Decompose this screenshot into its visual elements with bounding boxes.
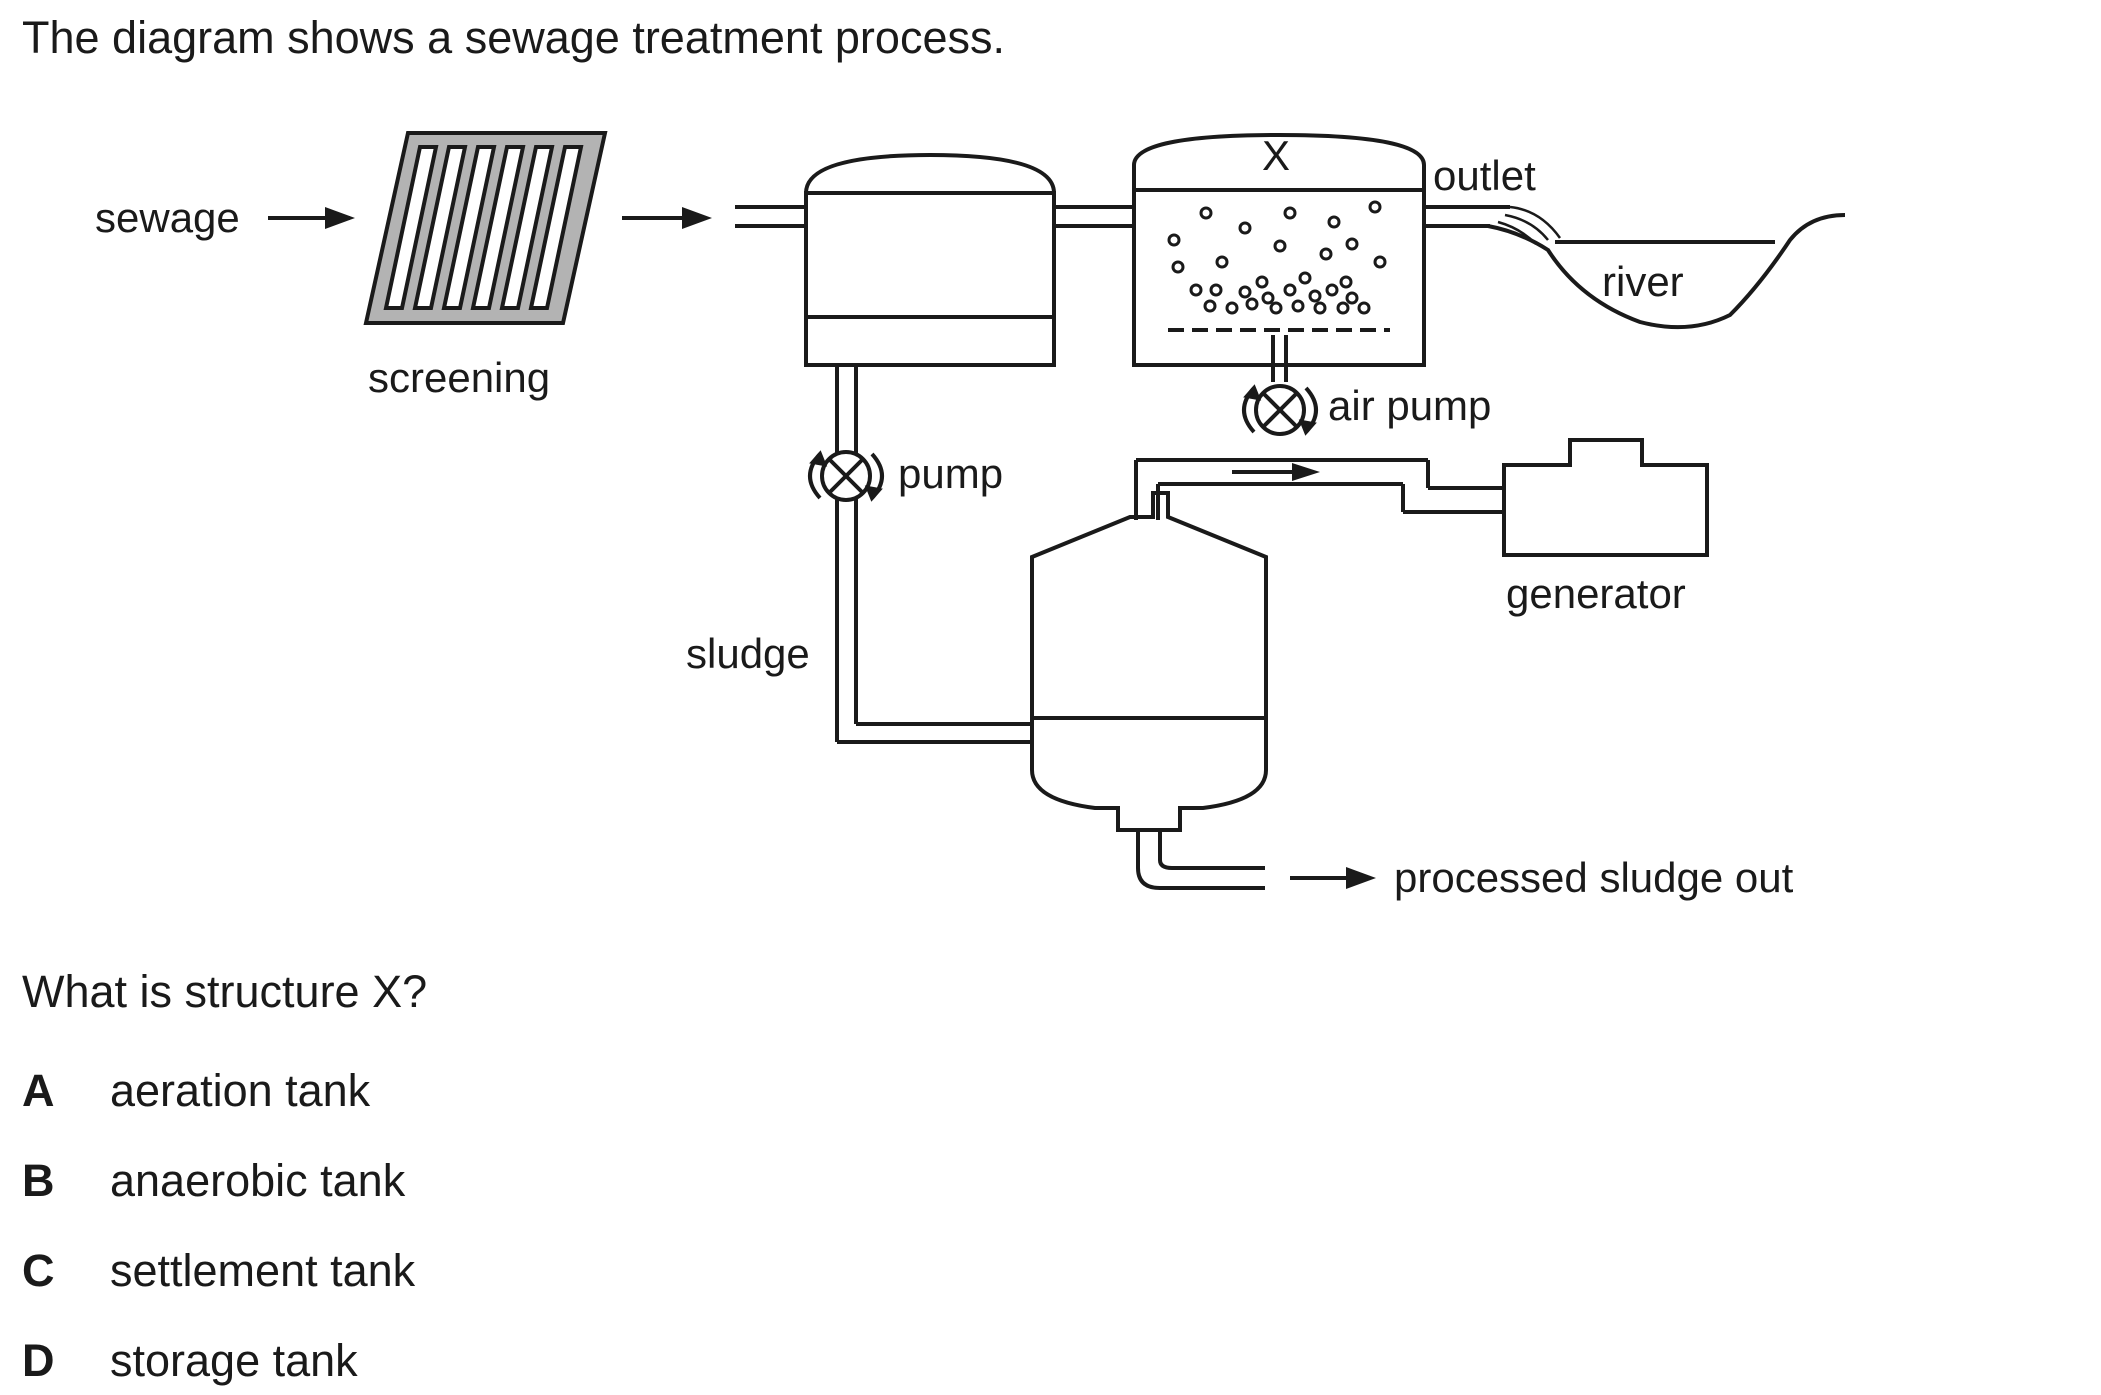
pump-label: pump [898,450,1003,497]
sewage-label: sewage [95,194,240,241]
sludge-label: sludge [686,630,810,677]
river-label: river [1602,258,1684,305]
settlement-tank [804,152,1056,367]
processed-sludge-pipe [1136,830,1376,890]
question-text: What is structure X? [22,966,428,1017]
processed-sludge-label: processed sludge out [1394,854,1794,901]
sewage-treatment-diagram: sewage screening X outlet river air pump… [95,131,1846,901]
sewage-arrow [268,207,355,229]
generator [1502,438,1709,557]
tank-x [1132,132,1426,382]
air-pump-label: air pump [1328,382,1491,429]
option-text: storage tank [110,1335,358,1386]
option-text: settlement tank [110,1245,416,1296]
digester [1030,491,1268,832]
option-text: anaerobic tank [110,1155,406,1206]
sludge-pipe [835,365,1032,744]
intro-text: The diagram shows a sewage treatment pro… [22,12,1005,63]
option-letter: D [22,1335,55,1386]
inlet-pipe [735,205,806,228]
gas-pipe [1134,458,1504,520]
air-bubbles [1167,200,1387,315]
flow-arrow [622,207,712,229]
option-letter: C [22,1245,55,1296]
option-letter: B [22,1155,55,1206]
x-label: X [1262,132,1290,179]
option-text: aeration tank [110,1065,371,1116]
air-pump [1242,384,1318,436]
outlet-label: outlet [1433,152,1536,199]
option-letter: A [22,1065,55,1116]
screening-grid [363,131,608,325]
generator-label: generator [1506,570,1686,617]
screening-label: screening [368,354,550,401]
connecting-pipe [1054,205,1134,228]
sludge-pump [808,450,884,502]
river [1487,213,1846,330]
